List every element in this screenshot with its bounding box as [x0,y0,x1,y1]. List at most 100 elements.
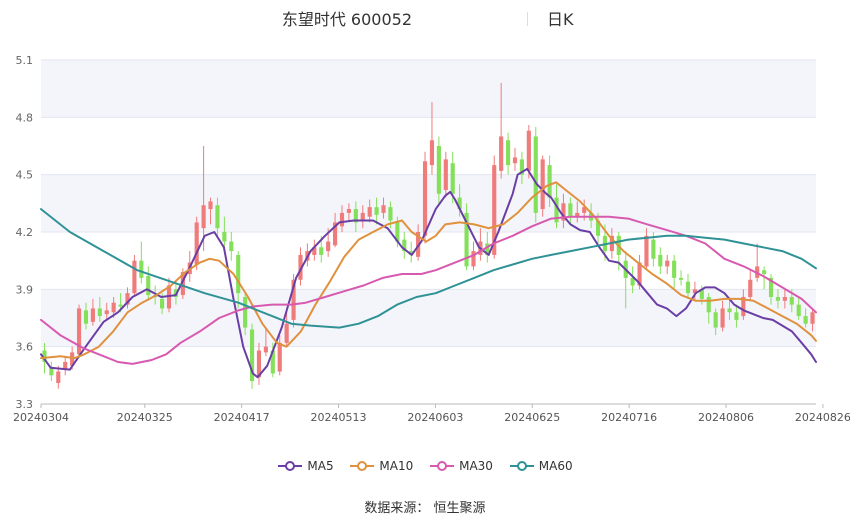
candle-body [429,140,435,166]
legend-label-ma10: MA10 [379,458,414,473]
candle-body [422,161,428,236]
candle-body [63,361,68,370]
candle-body [810,312,815,324]
candle-body [180,272,185,296]
candle-body [526,130,531,171]
candle-body [319,247,324,255]
legend-label-ma30: MA30 [459,458,493,473]
candle-body [243,296,248,328]
x-tick-label: 20240304 [13,411,69,424]
candle-body [741,296,746,317]
candle-body [56,371,61,383]
candle-body [678,277,684,280]
candle-body [443,159,448,190]
candle-body [748,279,753,297]
candle-body [547,165,552,198]
legend-label-ma60: MA60 [538,458,573,473]
candle-body [471,251,476,267]
candle-body [457,197,462,210]
candle-body [70,352,75,366]
candle-body [194,222,199,265]
period-label: 日K [547,10,574,29]
y-tick-label: 4.8 [16,111,34,124]
candle-body [97,308,102,317]
candle-body [644,235,649,267]
legend-item-ma60[interactable]: MA60 [509,459,573,473]
candle-body [160,298,165,309]
candle-body [229,241,234,252]
series-line-ma60 [40,208,817,329]
candle-body [360,212,365,221]
title-separator [527,12,528,26]
candle-body [339,212,345,227]
candle-body [326,241,331,252]
x-tick-label: 20240625 [504,411,560,424]
candle-body [381,205,386,213]
candle-body [436,146,441,194]
legend-item-ma5[interactable]: MA5 [277,458,334,473]
legend-marker-ma10 [350,461,375,471]
candle-body [630,277,635,286]
candle-body [692,289,697,294]
candle-body [346,209,351,213]
y-tick-label: 3.9 [16,283,34,296]
candle-body [42,350,47,362]
series-line-ma5 [40,167,817,379]
candle-body [492,165,497,255]
legend-label-ma5: MA5 [307,458,334,473]
legend-marker-ma30 [430,461,455,471]
candle-body [284,323,289,343]
x-tick-label: 20240417 [214,411,270,424]
y-tick-label: 4.5 [16,169,34,182]
candle-body [706,296,711,313]
chart-title: 东望时代 600052 日K [0,4,850,29]
candle-body [104,310,109,315]
candle-body [762,270,767,275]
x-tick-label: 20240513 [311,411,367,424]
candle-body [637,262,642,286]
series-line-ma10 [40,181,817,360]
candle-body [312,247,317,255]
grid-band [41,174,816,232]
candle-body [222,232,227,242]
candle-body [720,308,725,328]
candle-body [118,304,123,307]
candle-body [249,329,255,382]
candle-body [699,289,704,299]
candle-body [789,296,794,305]
x-tick-label: 20240806 [698,411,754,424]
candle-body [353,209,358,223]
candle-body [464,212,469,267]
candle-body [256,350,262,378]
candle-body [83,310,89,324]
candle-body [568,203,573,217]
candle-body [803,316,808,324]
candle-body [291,279,296,320]
candle-body [782,296,787,301]
x-tick-label: 20240716 [601,411,657,424]
legend-item-ma10[interactable]: MA10 [349,459,413,473]
y-tick-label: 3.6 [16,341,34,354]
candle-body [277,342,282,372]
legend: MA5 MA10 MA30 MA60 [0,458,850,473]
candle-body [402,239,407,252]
candle-body [582,207,587,213]
candle-body [519,159,524,175]
candle-body [90,308,95,322]
candle-body [775,296,781,301]
candle-body [575,212,580,217]
grid-band [41,60,816,118]
candle-body [533,136,538,213]
candle-body [146,275,151,296]
stock-name: 东望时代 600052 [281,10,412,29]
y-tick-label: 5.1 [16,54,34,67]
candle-body [685,281,691,294]
candle-body [270,350,275,374]
candle-body [367,207,372,217]
candle-body [512,157,518,164]
candle-body [388,207,393,221]
candle-body [485,243,490,255]
candle-body [713,312,718,328]
candle-body [215,205,220,229]
legend-item-ma30[interactable]: MA30 [429,459,493,473]
